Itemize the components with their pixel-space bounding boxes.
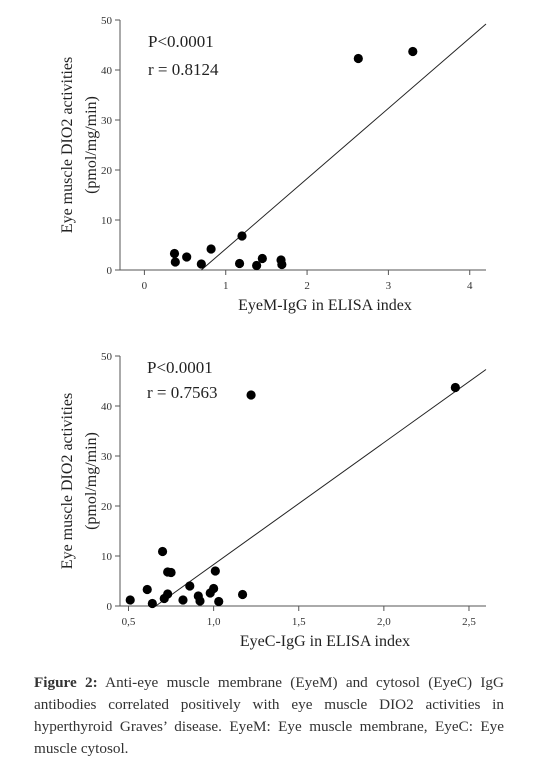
x-tick-label: 1 [223, 280, 229, 292]
data-point [277, 259, 287, 270]
figure-charts: 0 10 20 30 40 50 0 1 2 3 4 P<0.0001 r = 0.8124 EyeM-I… [59, 15, 487, 650]
y-axis-unit-label: (pmol/mg/min) [83, 96, 100, 194]
data-point [163, 589, 173, 599]
data-point [252, 260, 262, 271]
data-point [147, 598, 157, 609]
data-point [206, 244, 216, 254]
x-tick-label: 0,5 [122, 616, 136, 628]
x-tick-label: 4 [467, 280, 473, 292]
data-point [178, 595, 188, 605]
y-tick-label: 30 [101, 451, 113, 463]
data-point [450, 382, 460, 393]
data-point [125, 595, 135, 605]
data-point [209, 583, 219, 594]
y-tick-label: 30 [101, 115, 113, 127]
regression-line [201, 23, 487, 271]
data-point [408, 46, 418, 57]
x-tick-label: 1,5 [292, 616, 306, 628]
x-tick-label: 1,0 [207, 616, 221, 628]
y-tick-label: 40 [101, 401, 113, 413]
y-tick-label: 20 [101, 501, 113, 513]
data-point [214, 596, 224, 607]
annotation: P<0.0001 [147, 358, 213, 377]
y-tick-label: 10 [101, 215, 113, 227]
caption-text: Anti-eye muscle membrane (EyeM) and cyto… [34, 674, 504, 757]
x-tick-label: 3 [386, 280, 392, 292]
y-tick-label: 20 [101, 165, 113, 177]
data-point [170, 257, 180, 267]
y-tick-label: 50 [101, 351, 113, 363]
data-point [166, 567, 176, 578]
annotation: r = 0.8124 [148, 60, 219, 79]
figure-caption: Figure 2: Anti-eye muscle membrane (EyeM… [34, 672, 504, 760]
data-point [237, 589, 248, 600]
data-point [142, 584, 152, 595]
data-point [169, 248, 180, 259]
x-tick-label: 2,5 [462, 616, 476, 628]
y-axis-unit-label: (pmol/mg/min) [83, 432, 100, 530]
y-tick-label: 0 [107, 265, 113, 277]
data-point [353, 53, 363, 64]
data-point [195, 596, 205, 606]
data-point [246, 390, 256, 400]
y-tick-label: 0 [107, 601, 113, 613]
data-point [234, 258, 245, 269]
regression-line [155, 369, 487, 607]
chart-2: 0 10 20 30 40 50 0,5 1,0 1,5 2,0 2,5 P<0.0001 r = 0.… [59, 351, 487, 650]
chart-1: 0 10 20 30 40 50 0 1 2 3 4 P<0.0001 r = 0.8124 EyeM-I… [59, 15, 487, 314]
data-point [196, 259, 206, 269]
caption-label: Figure 2: [34, 674, 98, 691]
data-point [237, 231, 247, 241]
y-tick-label: 50 [101, 15, 113, 27]
data-point [157, 546, 168, 557]
y-tick-label: 10 [101, 551, 113, 563]
x-axis-label: EyeC-IgG in ELISA index [240, 633, 410, 650]
x-tick-label: 0 [142, 280, 148, 292]
data-point [182, 252, 192, 262]
data-point [185, 581, 195, 591]
x-tick-label: 2 [304, 280, 310, 292]
data-point [210, 566, 220, 576]
y-tick-label: 40 [101, 65, 113, 77]
y-axis-label: Eye muscle DIO2 activities [59, 393, 76, 569]
y-axis-label: Eye muscle DIO2 activities [59, 57, 76, 233]
annotation: r = 0.7563 [147, 383, 218, 402]
x-tick-label: 2,0 [377, 616, 391, 628]
data-point [257, 253, 267, 264]
annotation: P<0.0001 [148, 32, 214, 51]
x-axis-label: EyeM-IgG in ELISA index [238, 297, 412, 314]
